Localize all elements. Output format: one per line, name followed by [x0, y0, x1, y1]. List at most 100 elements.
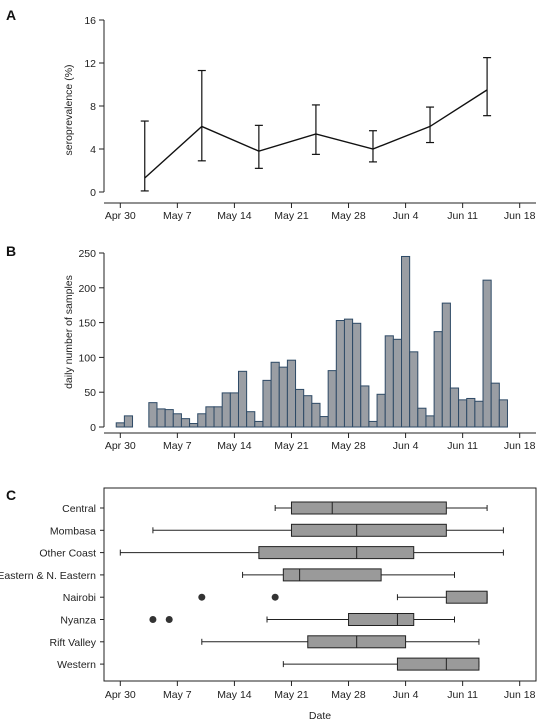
panel-c-category-label: Mombasa [50, 525, 96, 537]
panel-a-x-tick-label: Jun 11 [447, 210, 478, 222]
panel-b-bar [303, 395, 313, 428]
panel-c-category-label: Western [57, 659, 96, 671]
panel-b-bar [229, 392, 239, 428]
panel-c-x-axis-label: Date [309, 710, 331, 722]
panel-a: A seroprevalence (%) 0 4 8 12 16 Apr 30 May 7… [6, 7, 536, 222]
panel-c-x-tick-label: May 28 [331, 689, 366, 701]
panel-c-x-tick-label: May 7 [163, 689, 192, 701]
panel-b-bar [352, 322, 362, 428]
panel-c-box [290, 501, 447, 515]
panel-b-bar [498, 399, 508, 428]
panel-b-bar [368, 420, 378, 428]
panel-a-x-tick-label: Apr 30 [105, 210, 136, 222]
panel-b-x-tick-label: Jun 18 [504, 440, 536, 452]
panel-a-x-tick-label: May 28 [331, 210, 366, 222]
panel-b-x-tick-label: Apr 30 [105, 440, 136, 452]
panel-b-y-tick-label: 200 [78, 283, 96, 295]
panel-c-category-label: Other Coast [39, 548, 96, 560]
panel-b-bar [115, 422, 125, 428]
panel-b-bar [123, 415, 134, 428]
panel-b-bar [417, 407, 427, 428]
panel-label-a: A [6, 7, 16, 23]
panel-c-x-tick-label: May 14 [217, 689, 252, 701]
panel-a-y-tick-label: 4 [90, 144, 96, 156]
panel-b-bar [148, 402, 158, 428]
panel-b-bar [335, 320, 345, 428]
panel-a-y-tick-label: 0 [90, 187, 96, 199]
panel-b-x-tick-label: May 28 [331, 440, 366, 452]
panel-a-y-tick-label: 8 [90, 101, 96, 113]
panel-b-bar [205, 406, 215, 428]
panel-c-x-tick-label: Apr 30 [105, 689, 136, 701]
panel-b-bar [343, 318, 354, 428]
panel-b-bar [262, 379, 272, 428]
panel-c-x-tick-label: Jun 18 [504, 689, 536, 701]
panel-b-bar [392, 338, 403, 428]
panel-c-box [258, 546, 415, 560]
panel-b-bar [458, 399, 468, 428]
panel-a-x-tick-label: Jun 18 [504, 210, 536, 222]
panel-c-category-label: Nairobi [63, 592, 96, 604]
panel-c-box [396, 657, 480, 671]
panel-b-y-tick-label: 150 [78, 318, 96, 330]
panel-label-b: B [6, 243, 16, 259]
panel-a-x-axis: Apr 30 May 7 May 14 May 21 May 28 Jun 4 Jun 11… [104, 202, 536, 222]
panel-c-outlier [165, 616, 173, 623]
panel-b-y-tick-label: 100 [78, 352, 96, 364]
panel-b-bar [425, 415, 435, 428]
panel-c-x-tick-label: Jun 4 [393, 689, 419, 701]
panel-b-y-axis-label: daily number of samples [63, 275, 75, 389]
panel-c-box [348, 613, 415, 626]
panel-c-category-label: Eastern & N. Eastern [0, 570, 96, 582]
panel-b-bar [254, 420, 264, 428]
panel-a-x-tick-label: May 7 [163, 210, 192, 222]
panel-c-box [445, 590, 488, 604]
panel-c-x-tick-label: Jun 11 [447, 689, 478, 701]
panel-b-bar [466, 397, 476, 428]
panel-b: B daily number of samples 0 50 100 150 200 25… [6, 243, 536, 452]
panel-b-bar [197, 413, 207, 428]
panel-b-x-tick-label: May 14 [217, 440, 252, 452]
panel-b-bar [433, 331, 443, 428]
panel-b-x-tick-label: May 21 [274, 440, 309, 452]
panel-b-bar [246, 411, 256, 428]
panel-c-outlier [198, 593, 206, 601]
panel-b-bar [490, 382, 500, 428]
panel-b-x-tick-label: Jun 11 [447, 440, 478, 452]
panel-b-bar [237, 370, 248, 428]
panel-c-marks [119, 501, 504, 671]
panel-a-y-axis-label: seroprevalence (%) [63, 64, 75, 155]
panel-c-x-axis: Apr 30 May 7 May 14 May 21 May 28 Jun 4 Jun 11… [104, 680, 536, 701]
panel-b-bar [295, 388, 305, 428]
panel-b-x-tick-label: May 7 [163, 440, 192, 452]
panel-c-x-tick-label: May 21 [274, 689, 309, 701]
panel-b-bar [221, 392, 231, 428]
panel-b-bar [164, 409, 174, 428]
panel-b-y-tick-label: 50 [84, 387, 96, 399]
panel-c-outlier [271, 593, 279, 601]
panel-b-bar [441, 302, 451, 428]
panel-b-bar [384, 335, 394, 428]
panel-c-outlier [149, 616, 157, 623]
panel-b-bar [311, 402, 321, 428]
panel-b-bar [180, 418, 191, 428]
panel-b-bar [327, 370, 337, 428]
panel-b-bar [270, 361, 280, 428]
panel-b-bar [286, 359, 297, 428]
panel-a-y-axis: 0 4 8 12 16 [84, 15, 105, 199]
panel-b-y-tick-label: 250 [78, 248, 96, 260]
panel-b-bar [360, 385, 370, 428]
panel-c-category-label: Nyanza [60, 615, 96, 627]
panel-b-y-tick-label: 0 [90, 422, 96, 434]
panel-b-bar [474, 400, 484, 428]
panel-a-y-tick-label: 16 [84, 15, 96, 27]
panel-b-y-axis: 0 50 100 150 200 250 [78, 248, 105, 434]
panel-c-frame [103, 487, 537, 682]
panel-b-bar [449, 387, 460, 428]
panel-b-bar [172, 413, 182, 428]
panel-c-category-label: Rift Valley [50, 637, 97, 649]
panel-b-bar [482, 279, 492, 428]
panel-b-x-axis: Apr 30 May 7 May 14 May 21 May 28 Jun 4 Jun 11… [104, 432, 536, 452]
panel-c-category-label: Central [62, 503, 96, 515]
